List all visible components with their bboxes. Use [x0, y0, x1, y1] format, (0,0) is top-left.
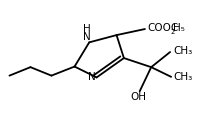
Text: N: N: [83, 32, 90, 42]
Text: CH₃: CH₃: [173, 72, 193, 82]
Text: COOC: COOC: [148, 23, 179, 33]
Text: 2: 2: [170, 29, 175, 35]
Text: CH₃: CH₃: [173, 46, 193, 56]
Text: H: H: [83, 24, 90, 34]
Text: H₅: H₅: [173, 23, 185, 33]
Text: OH: OH: [131, 92, 147, 102]
Text: N: N: [88, 72, 96, 82]
